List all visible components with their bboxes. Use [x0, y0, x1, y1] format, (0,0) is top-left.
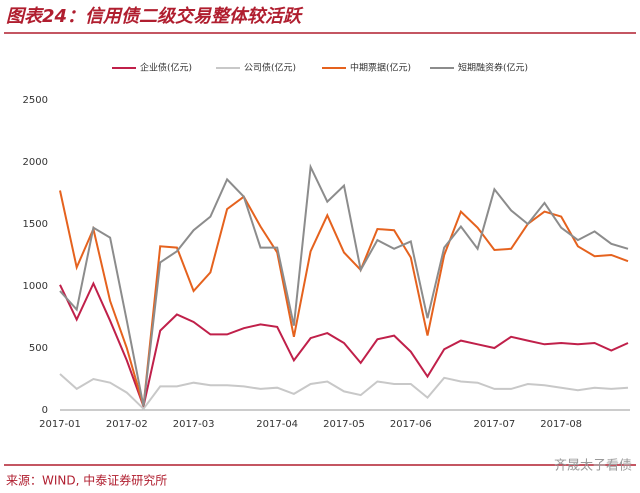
x-tick-label: 2017-08: [540, 419, 582, 430]
source-note: 来源：WIND, 中泰证券研究所: [6, 473, 167, 488]
x-tick-label: 2017-03: [173, 419, 215, 430]
chart-title: 图表24：信用债二级交易整体较活跃: [6, 6, 304, 27]
legend-label: 中期票据(亿元): [350, 62, 411, 74]
y-tick-label: 1000: [23, 281, 48, 292]
y-tick-label: 2000: [23, 157, 48, 168]
x-tick-label: 2017-01: [39, 419, 81, 430]
x-tick-label: 2017-05: [323, 419, 365, 430]
watermark: 齐晟太子看债: [554, 458, 632, 474]
y-tick-label: 500: [29, 343, 48, 354]
legend-label: 企业债(亿元): [140, 62, 192, 74]
series-line: [59, 163, 629, 407]
y-tick-label: 2500: [23, 95, 48, 106]
x-tick-label: 2017-06: [390, 419, 432, 430]
legend-label: 公司债(亿元): [244, 62, 296, 74]
x-tick-label: 2017-04: [256, 419, 298, 430]
x-tick-label: 2017-07: [473, 419, 515, 430]
y-tick-label: 1500: [23, 219, 48, 230]
series-line: [59, 281, 629, 410]
y-tick-label: 0: [42, 405, 48, 416]
x-tick-label: 2017-02: [106, 419, 148, 430]
series-line: [59, 373, 629, 411]
series-line: [59, 190, 629, 407]
legend-label: 短期融资券(亿元): [458, 62, 528, 74]
